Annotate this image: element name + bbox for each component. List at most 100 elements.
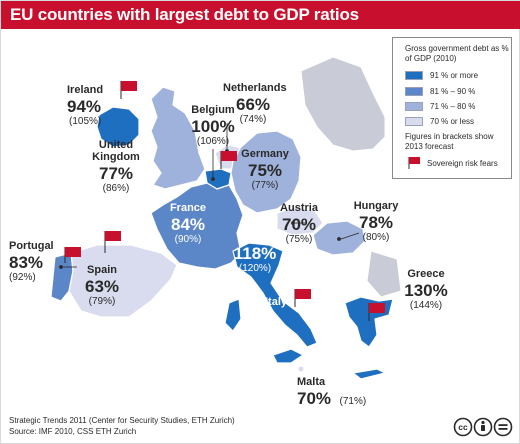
country-forecast: (77%): [251, 180, 279, 191]
country-forecast: (106%): [196, 136, 230, 147]
label-uk: United Kingdom 77% (86%): [81, 139, 151, 194]
country-forecast: (92%): [9, 272, 36, 283]
country-name: Ireland: [67, 84, 104, 96]
label-germany: Germany 75% (77%): [237, 149, 293, 191]
country-debt-value: 66%: [235, 95, 271, 114]
legend: Gross government debt as % of GDP (2010)…: [392, 37, 512, 179]
europe-map: [50, 56, 402, 380]
legend-item: 81 % – 90 %: [405, 86, 509, 97]
label-greece: Greece 130% (144%): [399, 269, 453, 311]
country-forecast: (71%): [339, 396, 367, 407]
country-forecast: (80%): [362, 232, 390, 243]
country-debt-value: 84%: [170, 215, 206, 234]
legend-title: Gross government debt as % of GDP (2010): [405, 44, 509, 63]
risk-flags: [64, 81, 385, 321]
legend-swatch: [405, 71, 423, 80]
country-forecast: (120%): [238, 263, 272, 274]
license-badges: cc: [453, 417, 513, 437]
country-name: Portugal: [9, 240, 54, 252]
country-debt-value: 70%: [297, 389, 332, 408]
footer-source: Source: IMF 2010, CSS ETH Zurich: [9, 427, 137, 436]
country-debt-value: 130%: [404, 281, 448, 300]
country-name: Austria: [280, 202, 318, 214]
flag-icon: [120, 81, 137, 99]
flag-icon: [104, 231, 121, 253]
country-portugal: [50, 252, 74, 302]
legend-item: 70 % or less: [405, 116, 509, 127]
label-hungary: Hungary 78% (80%): [351, 201, 401, 243]
country-spain: [68, 244, 178, 318]
footer: Strategic Trends 2011 (Center for Securi…: [9, 415, 235, 437]
label-malta: Malta 70% (71%): [297, 377, 366, 408]
label-spain: Spain 63% (79%): [79, 265, 125, 307]
legend-swatch: [405, 102, 423, 111]
country-debt-value: 75%: [247, 161, 283, 180]
label-italy-name: Italy: [265, 297, 287, 308]
callout-lines: [59, 123, 360, 269]
country-italy-sardinia: [224, 298, 242, 332]
background-land: [300, 56, 402, 298]
flag-icon: [64, 247, 81, 263]
country-malta: [297, 365, 305, 373]
flag-icon: [368, 303, 385, 321]
legend-label: 81 % – 90 %: [430, 87, 476, 96]
country-ireland: [96, 106, 140, 148]
country-italy: [232, 242, 318, 348]
label-portugal: Portugal 83% (92%): [9, 241, 54, 283]
map-title: EU countries with largest debt to GDP ra…: [10, 5, 359, 24]
country-debt-value: 94%: [67, 97, 102, 116]
country-austria: [276, 206, 324, 236]
country-forecast: (105%): [69, 116, 102, 127]
country-forecast: (74%): [239, 114, 267, 125]
by-icon: [473, 417, 493, 437]
cc-icon: cc: [453, 417, 473, 437]
country-name: Netherlands: [223, 82, 287, 94]
country-name: Belgium: [191, 104, 235, 116]
flag-icon: [408, 157, 420, 169]
legend-note: Figures in brackets show 2013 forecast: [405, 132, 494, 151]
country-forecast: (144%): [409, 300, 443, 311]
country-italy-sicily: [272, 348, 304, 364]
label-netherlands: Netherlands 66% (74%): [223, 82, 287, 125]
flag-icon: [294, 289, 311, 307]
label-belgium: Belgium 100% (106%): [187, 105, 239, 147]
country-debt-value: 118%: [233, 244, 277, 263]
footer-credit: Strategic Trends 2011 (Center for Securi…: [9, 416, 235, 425]
country-forecast: (90%): [174, 234, 202, 245]
legend-item: 71 % – 80 %: [405, 101, 509, 112]
label-ireland: Ireland 94% (105%): [67, 85, 103, 127]
country-debt-value: 100%: [191, 117, 235, 136]
legend-item: Sovereign risk fears: [405, 156, 509, 170]
country-name: Spain: [87, 264, 117, 276]
legend-label: 91 % or more: [430, 71, 479, 80]
country-name: Germany: [241, 148, 289, 160]
country-germany: [230, 130, 302, 214]
label-france: France 84% (90%): [163, 203, 213, 245]
country-debt-value: 77%: [98, 164, 134, 183]
country-forecast: (79%): [88, 296, 116, 307]
legend-label: Sovereign risk fears: [427, 159, 498, 168]
malta-values: 70% (71%): [297, 390, 366, 408]
country-name: United Kingdom: [92, 139, 140, 163]
legend-swatch: [405, 87, 423, 96]
title-banner: EU countries with largest debt to GDP ra…: [1, 1, 520, 29]
country-name: Malta: [297, 376, 326, 388]
legend-item: 91 % or more: [405, 70, 509, 81]
svg-text:cc: cc: [458, 422, 468, 432]
legend-swatch: [405, 117, 423, 126]
country-name: Italy: [265, 296, 288, 308]
country-debt-value: 78%: [358, 213, 394, 232]
flag-icon: [220, 151, 237, 169]
country-debt-value: 70%: [281, 215, 317, 234]
country-forecast: (75%): [285, 234, 313, 245]
country-uk: [150, 86, 206, 190]
country-name: Greece: [407, 268, 445, 280]
country-greece-crete: [352, 368, 386, 380]
country-debt-value: 83%: [9, 253, 44, 272]
legend-label: 70 % or less: [430, 117, 475, 126]
legend-label: 71 % – 80 %: [430, 102, 476, 111]
country-name: France: [169, 202, 207, 214]
country-name: Hungary: [353, 200, 399, 212]
label-austria: Austria 70% (75%): [277, 203, 321, 245]
